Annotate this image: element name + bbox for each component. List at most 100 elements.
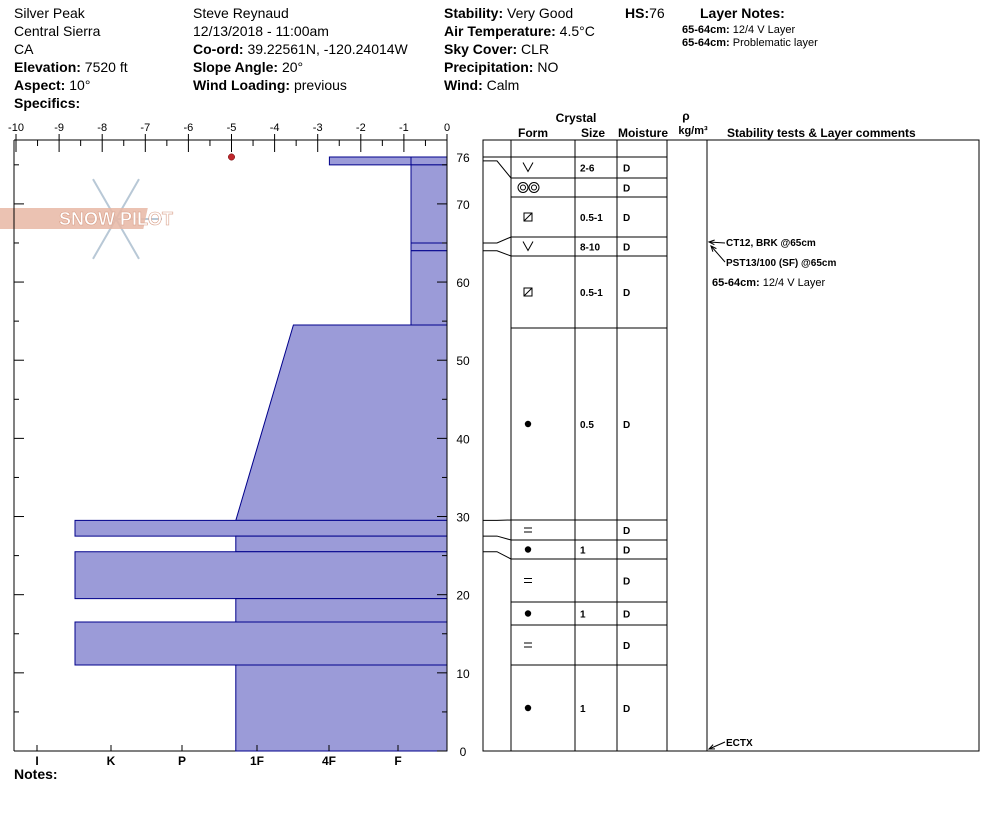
temp-tick-label: -3 [313, 122, 323, 134]
header-size: Size [581, 126, 605, 140]
hardness-layer [410, 156, 448, 166]
crystal-size: 0.5-1 [580, 213, 603, 224]
comment-arrowhead [707, 239, 715, 246]
height-tick-label: 50 [456, 354, 470, 368]
header-density-unit: kg/m³ [678, 125, 708, 137]
height-tick-label: 70 [456, 198, 470, 212]
stability-test-comment: CT12, BRK @65cm [726, 238, 816, 249]
temp-tick-label: 0 [444, 122, 450, 134]
layer-connector [483, 535, 512, 541]
layer-notes-title: Layer Notes: [700, 5, 785, 21]
hardness-layer [235, 598, 448, 623]
rounds-double-icon [528, 182, 540, 193]
hardness-layer [235, 664, 448, 752]
moisture-value: D [623, 546, 630, 557]
round-dot-icon [524, 546, 532, 553]
moisture-value: D [623, 526, 630, 537]
temp-tick-label: -2 [356, 122, 366, 134]
layer-comment-range: 65-64cm: [712, 277, 763, 289]
round-dot-icon [524, 610, 532, 617]
stability: Stability: Very Good [444, 5, 574, 21]
faceted-square-icon [523, 212, 533, 222]
header-rho: ρ [682, 109, 689, 123]
crystal-size: 1 [580, 610, 586, 621]
logo-banner [0, 208, 148, 229]
faceted-square-icon [523, 212, 533, 222]
temp-tick-label: -10 [8, 122, 24, 134]
comment-arrowhead [707, 744, 716, 750]
height-tick-label: 0 [460, 745, 467, 759]
crystal-size: 1 [580, 704, 586, 715]
crystal-size: 8-10 [580, 243, 600, 254]
hardness-layer [74, 519, 448, 537]
stability-test-comment: PST13/100 (SF) @65cm [726, 258, 836, 269]
layer-connector [483, 236, 512, 244]
region: Central Sierra [14, 23, 101, 39]
moisture-value: D [623, 610, 630, 621]
table-frame [482, 139, 980, 752]
datetime: 12/13/2018 - 11:00am [193, 23, 329, 39]
crystal-size: 0.5 [580, 420, 594, 431]
layer-connector [483, 551, 512, 560]
moisture-value: D [623, 164, 630, 175]
moisture-value: D [623, 420, 630, 431]
sky-cover: Sky Cover: CLR [444, 41, 550, 57]
precipitation: Precipitation: NO [444, 59, 559, 75]
hardness-layer [74, 551, 448, 600]
specifics: Specifics: [14, 95, 81, 111]
height-tick-label: 60 [456, 276, 470, 290]
header-moisture: Moisture [618, 126, 668, 140]
comment-pointer [710, 245, 726, 263]
temp-tick-label: -7 [140, 122, 150, 134]
hardness-tick-label: 1F [250, 754, 264, 768]
wind-loading: Wind Loading: previous [193, 77, 347, 93]
facets-v-icon [522, 241, 534, 252]
hardness-tick-label: K [107, 754, 116, 768]
rounds-double-icon [520, 184, 526, 191]
temp-tick-label: -5 [227, 122, 237, 134]
layer-note: 65-64cm: 12/4 V Layer [682, 24, 796, 36]
notes-label: Notes: [14, 766, 58, 782]
faceted-square-icon [523, 287, 533, 297]
layer-comment-text: 12/4 V Layer [763, 277, 826, 289]
moisture-value: D [623, 704, 630, 715]
elevation: Elevation: 7520 ft [14, 59, 128, 75]
hardness-layer [410, 250, 448, 326]
stability-test-comment: ECTX [726, 738, 753, 749]
height-tick-label: 40 [456, 432, 470, 446]
moisture-value: D [623, 641, 630, 652]
height-tick-label: 10 [456, 667, 470, 681]
crystal-size: 2-6 [580, 164, 595, 175]
crystal-size: 1 [580, 546, 586, 557]
state: CA [14, 41, 34, 57]
location: Silver Peak [14, 5, 85, 21]
layer-connector [483, 250, 512, 257]
round-dot-icon [524, 704, 532, 712]
crystal-size: 0.5-1 [580, 288, 603, 299]
moisture-value: D [623, 243, 630, 254]
layer-notes: 65-64cm: 12/4 V Layer 65-64cm: Problemat… [682, 24, 818, 50]
rounds-double-icon [531, 184, 537, 191]
hardness-layer [410, 242, 448, 252]
layer-comment: 65-64cm: 12/4 V Layer [712, 277, 825, 289]
comment-pointer [708, 741, 726, 750]
temperature-point [228, 153, 235, 161]
observer: Steve Reynaud [193, 5, 289, 21]
header-form: Form [518, 126, 548, 140]
header-comments: Stability tests & Layer comments [727, 126, 916, 140]
slope-angle: Slope Angle: 20° [193, 59, 304, 75]
height-tick-label: 30 [456, 511, 470, 525]
temp-tick-label: -9 [54, 122, 64, 134]
moisture-value: D [623, 577, 630, 588]
hardness-tick-label: P [178, 754, 186, 768]
moisture-value: D [623, 213, 630, 224]
facets-v-icon [522, 162, 534, 173]
comment-arrowhead [710, 245, 717, 252]
moisture-value: D [623, 288, 630, 299]
faceted-square-icon [523, 287, 533, 297]
header-crystal: Crystal [556, 111, 597, 125]
hardness-tick-label: F [394, 754, 401, 768]
hardness-layer [235, 535, 448, 553]
moisture-value: D [623, 184, 630, 195]
